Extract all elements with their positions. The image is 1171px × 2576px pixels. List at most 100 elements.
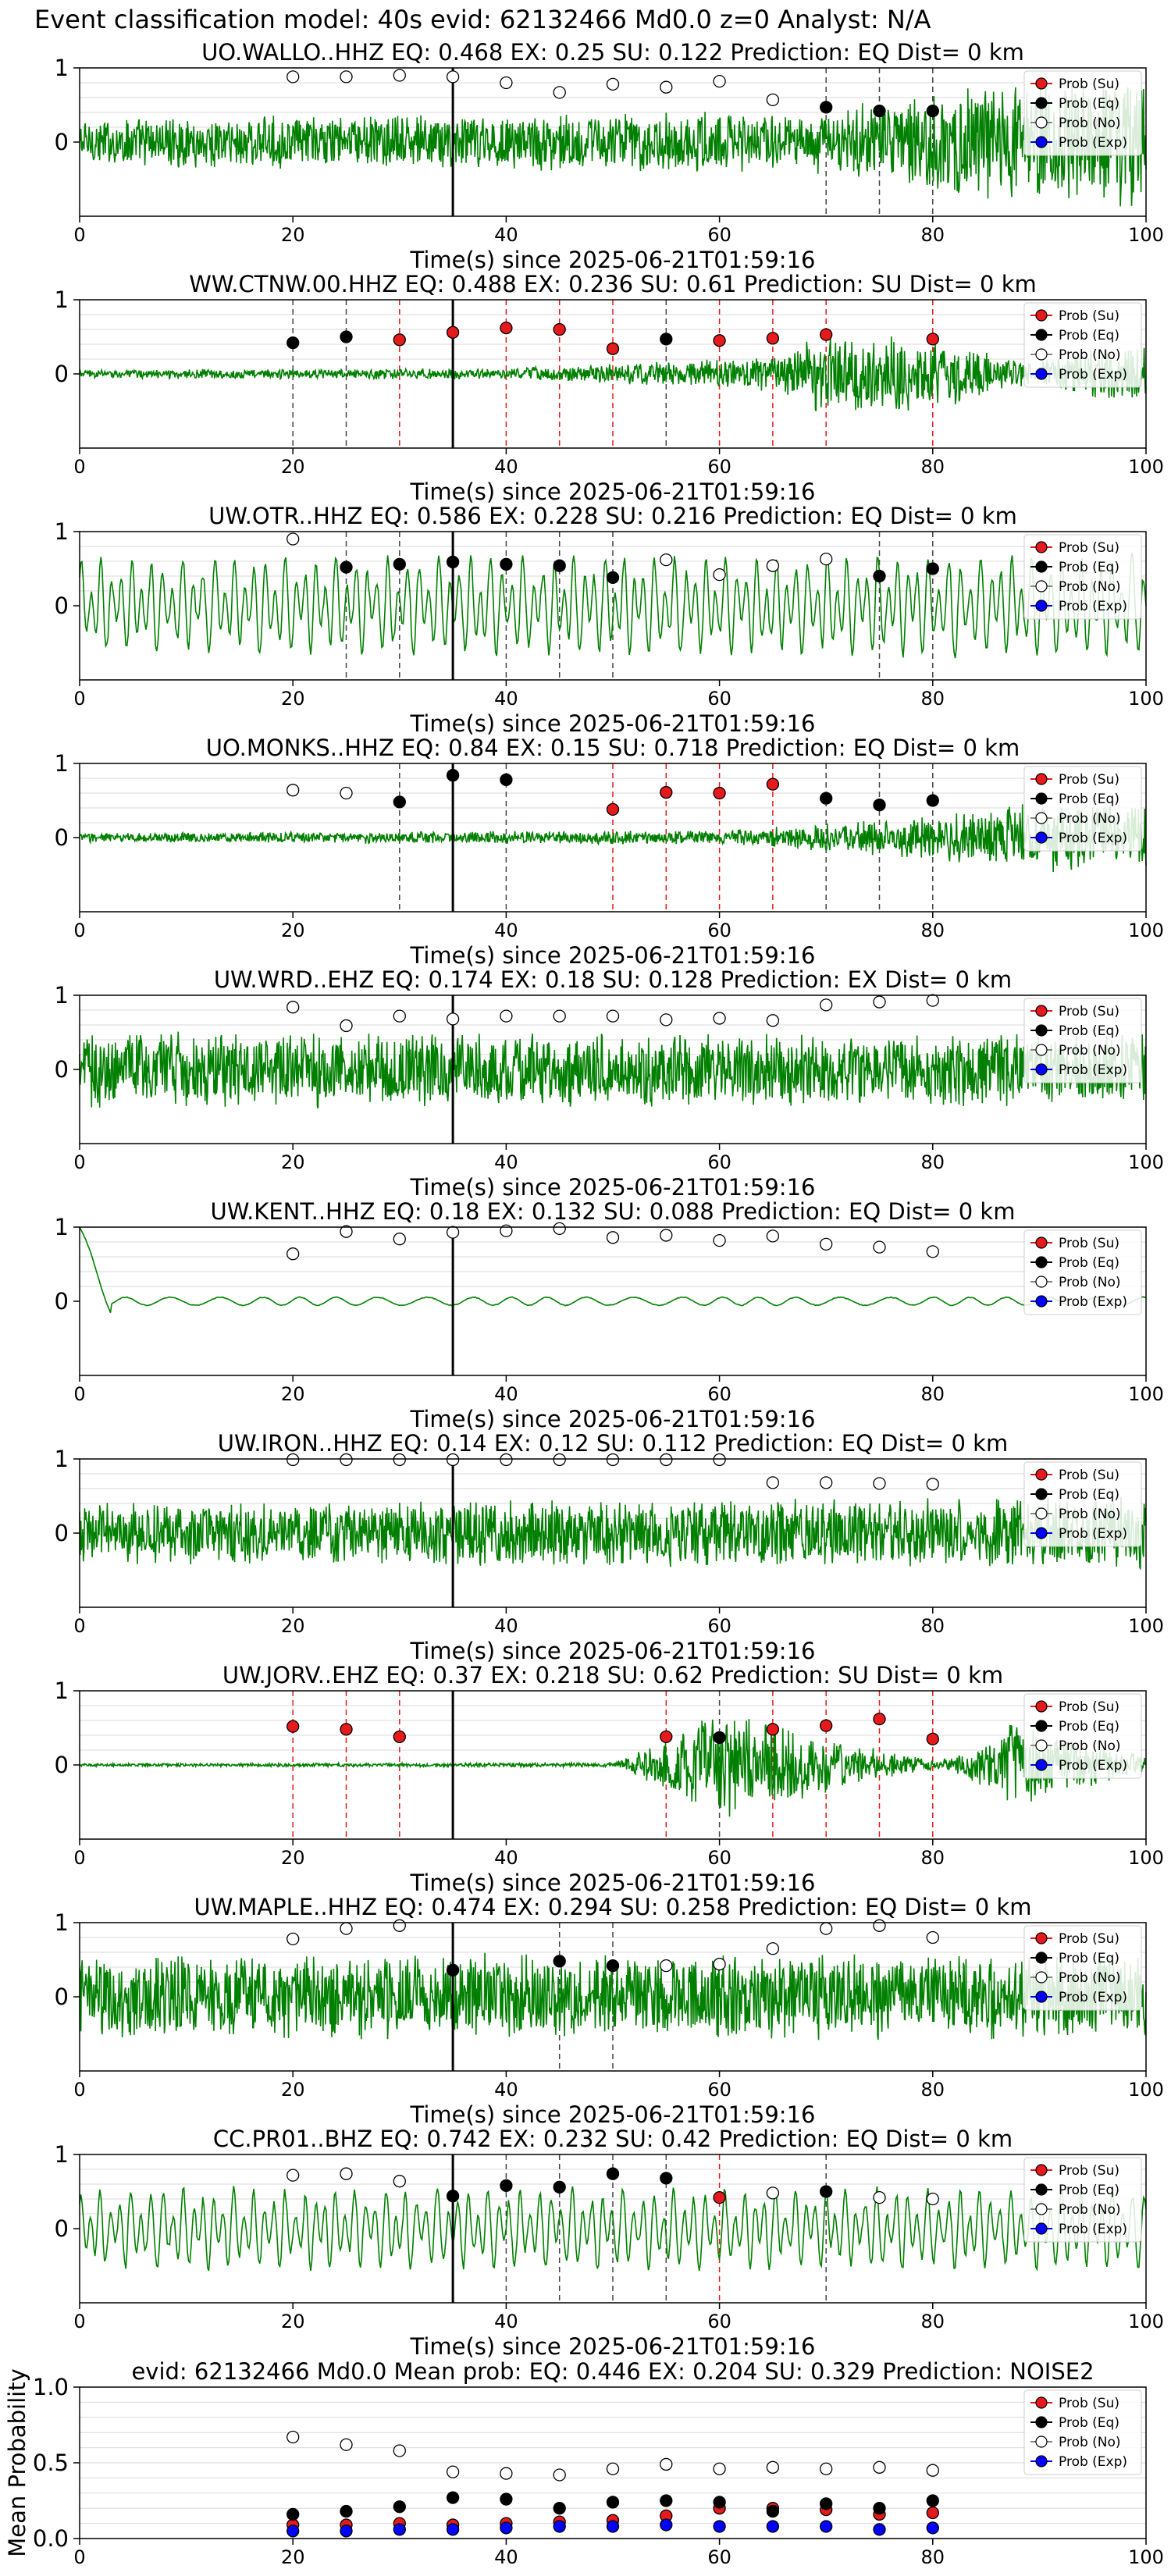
- prob-marker-su: [446, 326, 460, 339]
- legend-label: Prob (Eq): [1059, 792, 1119, 807]
- prob-marker-no: [713, 1958, 726, 1971]
- y-tick-label: 0: [55, 361, 69, 387]
- prob-marker-no: [553, 1453, 566, 1467]
- legend-label: Prob (Su): [1059, 308, 1119, 324]
- legend-marker: [1035, 1295, 1048, 1308]
- mean-prob-marker-exp: [873, 2523, 886, 2536]
- legend-label: Prob (Exp): [1059, 135, 1127, 151]
- legend-label: Prob (Exp): [1059, 1990, 1127, 2005]
- prob-marker-no: [500, 1009, 513, 1023]
- x-tick-label: 40: [494, 1151, 518, 1173]
- prob-marker-no: [926, 1478, 939, 1491]
- legend-label: Prob (No): [1059, 1507, 1121, 1522]
- prob-marker-no: [500, 1453, 513, 1467]
- x-axis-label: Time(s) since 2025-06-21T01:59:16: [410, 2101, 816, 2128]
- x-tick-label: 80: [921, 920, 945, 941]
- x-axis-label: Time(s) since 2025-06-21T01:59:16: [410, 1870, 816, 1896]
- prob-marker-eq: [820, 2185, 833, 2198]
- legend-label: Prob (Su): [1059, 1699, 1119, 1715]
- mean-prob-marker-no: [820, 2462, 833, 2475]
- legend-box: [1023, 1461, 1142, 1547]
- prob-marker-no: [766, 2186, 780, 2200]
- prob-marker-no: [340, 786, 353, 800]
- prob-marker-no: [287, 532, 300, 546]
- x-axis-label: Time(s) since 2025-06-21T01:59:16: [410, 479, 816, 505]
- prob-marker-no: [500, 1224, 513, 1237]
- prob-marker-eq: [393, 557, 406, 571]
- prob-marker-no: [660, 1013, 673, 1026]
- x-tick-label: 80: [921, 1383, 945, 1405]
- mean-prob-marker-eq: [713, 2496, 726, 2509]
- prob-marker-eq: [446, 1963, 460, 1976]
- legend-marker: [1035, 1044, 1048, 1056]
- panel-title: UW.JORV..EHZ EQ: 0.37 EX: 0.218 SU: 0.62…: [222, 1662, 1003, 1688]
- y-tick-label: 0: [55, 1984, 69, 2010]
- prob-marker-no: [553, 1222, 566, 1236]
- mean-prob-marker-no: [393, 2444, 406, 2457]
- x-axis-label: Time(s) since 2025-06-21T01:59:16: [410, 1174, 816, 1201]
- legend-label: Prob (Su): [1059, 540, 1119, 556]
- prob-marker-no: [660, 1229, 673, 1242]
- legend-marker: [1035, 329, 1048, 341]
- waveform-trace: [79, 1952, 1147, 2041]
- prob-marker-eq: [287, 336, 300, 350]
- legend-label: Prob (Exp): [1059, 367, 1127, 382]
- mean-prob-marker-eq: [500, 2492, 513, 2506]
- legend: Prob (Su) Prob (Eq) Prob (No) Prob (Exp): [1023, 70, 1142, 156]
- legend-label: Prob (Su): [1059, 2396, 1119, 2411]
- x-tick-label: 0: [73, 1151, 85, 1173]
- x-tick-label: 100: [1128, 1383, 1164, 1405]
- x-tick-label: 20: [281, 1847, 305, 1869]
- panel-title: UW.MAPLE..HHZ EQ: 0.474 EX: 0.294 SU: 0.…: [194, 1894, 1032, 1920]
- y-tick-label: 0.5: [33, 2450, 69, 2476]
- mean-prob-marker-exp: [446, 2523, 460, 2536]
- prob-marker-eq: [873, 569, 886, 583]
- y-tick-label: 1: [55, 750, 69, 777]
- panel-5: UW.WRD..EHZ EQ: 0.174 EX: 0.18 SU: 0.128…: [55, 966, 1164, 1201]
- x-tick-label: 60: [707, 456, 731, 478]
- prob-marker-su: [820, 328, 833, 341]
- prob-marker-no: [287, 1247, 300, 1261]
- panel-title: UW.KENT..HHZ EQ: 0.18 EX: 0.132 SU: 0.08…: [211, 1198, 1016, 1225]
- prob-marker-no: [926, 2192, 939, 2206]
- panel-title: UO.WALLO..HHZ EQ: 0.468 EX: 0.25 SU: 0.1…: [201, 39, 1024, 66]
- axes-frame: [79, 1226, 1147, 1376]
- x-tick-label: 40: [494, 688, 518, 710]
- prob-marker-eq: [820, 792, 833, 805]
- legend-label: Prob (Su): [1059, 772, 1119, 788]
- legend-marker: [1035, 2164, 1048, 2176]
- x-tick-label: 60: [707, 1615, 731, 1637]
- panel-10: CC.PR01..BHZ EQ: 0.742 EX: 0.232 SU: 0.4…: [55, 2126, 1164, 2360]
- legend-marker: [1035, 1005, 1048, 1017]
- x-tick-label: 80: [921, 456, 945, 478]
- panel-title: UW.IRON..HHZ EQ: 0.14 EX: 0.12 SU: 0.112…: [218, 1430, 1008, 1457]
- x-tick-label: 100: [1128, 1151, 1164, 1173]
- x-tick-label: 40: [494, 2546, 518, 2568]
- prob-marker-no: [766, 1229, 780, 1243]
- x-tick-label: 100: [1128, 2079, 1164, 2101]
- legend-marker: [1035, 580, 1048, 592]
- x-tick-label: 0: [73, 2079, 85, 2101]
- y-tick-label: 0: [55, 1056, 69, 1083]
- prob-marker-eq: [926, 562, 939, 575]
- x-tick-label: 100: [1128, 456, 1164, 478]
- x-tick-label: 20: [281, 2311, 305, 2332]
- y-tick-label: 1: [55, 55, 69, 81]
- x-tick-label: 20: [281, 688, 305, 710]
- legend: Prob (Su) Prob (Eq) Prob (No) Prob (Exp): [1023, 2389, 1142, 2475]
- legend-label: Prob (No): [1059, 1275, 1121, 1290]
- waveform-trace: [79, 1719, 1147, 1817]
- prob-marker-eq: [606, 571, 620, 585]
- panel-3: UW.OTR..HHZ EQ: 0.586 EX: 0.228 SU: 0.21…: [55, 503, 1164, 737]
- prob-marker-eq: [446, 2190, 460, 2203]
- x-tick-label: 80: [921, 1151, 945, 1173]
- legend-marker: [1035, 368, 1048, 380]
- mean-prob-marker-no: [446, 2465, 460, 2478]
- legend-marker: [1035, 1276, 1048, 1288]
- legend-label: Prob (Su): [1059, 1468, 1119, 1483]
- mean-prob-marker-eq: [553, 2502, 566, 2515]
- mean-prob-marker-eq: [446, 2491, 460, 2504]
- legend-marker: [1035, 1991, 1048, 2003]
- prob-marker-no: [340, 1922, 353, 1935]
- y-tick-label: 1: [55, 982, 69, 1009]
